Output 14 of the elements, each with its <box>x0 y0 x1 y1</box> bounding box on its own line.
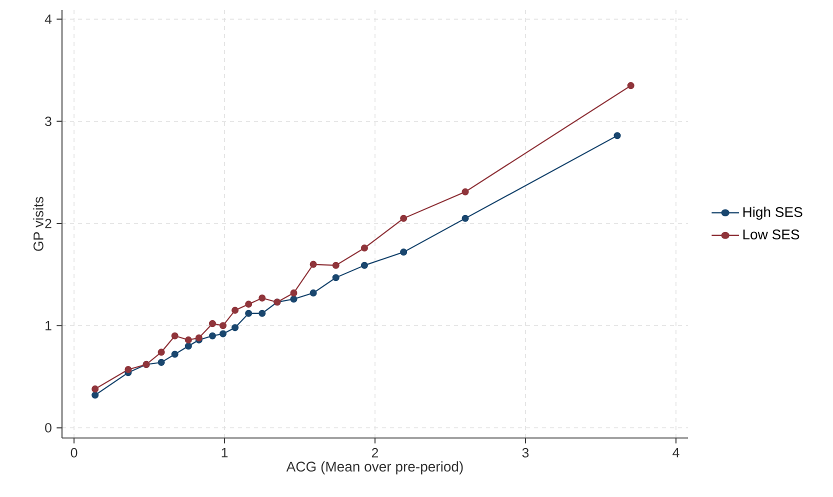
y-tick-label: 2 <box>45 218 52 228</box>
y-tick-label: 1 <box>46 321 52 330</box>
legend-label: High SES <box>743 206 802 220</box>
legend-label: Low SES <box>743 230 800 240</box>
x-tick-label: 0 <box>70 448 78 458</box>
y-tick-label: 4 <box>44 14 52 24</box>
x-tick-label: 3 <box>522 448 529 458</box>
x-tick-label: 2 <box>372 448 378 458</box>
x-axis-title: ACG (Mean over pre-period) <box>286 461 463 474</box>
y-axis-title: GP visits <box>33 196 44 251</box>
y-tick-label: 0 <box>45 423 52 432</box>
x-tick-label: 1 <box>222 448 228 458</box>
y-tick-label: 3 <box>45 116 52 126</box>
x-tick-label: 4 <box>672 448 680 458</box>
